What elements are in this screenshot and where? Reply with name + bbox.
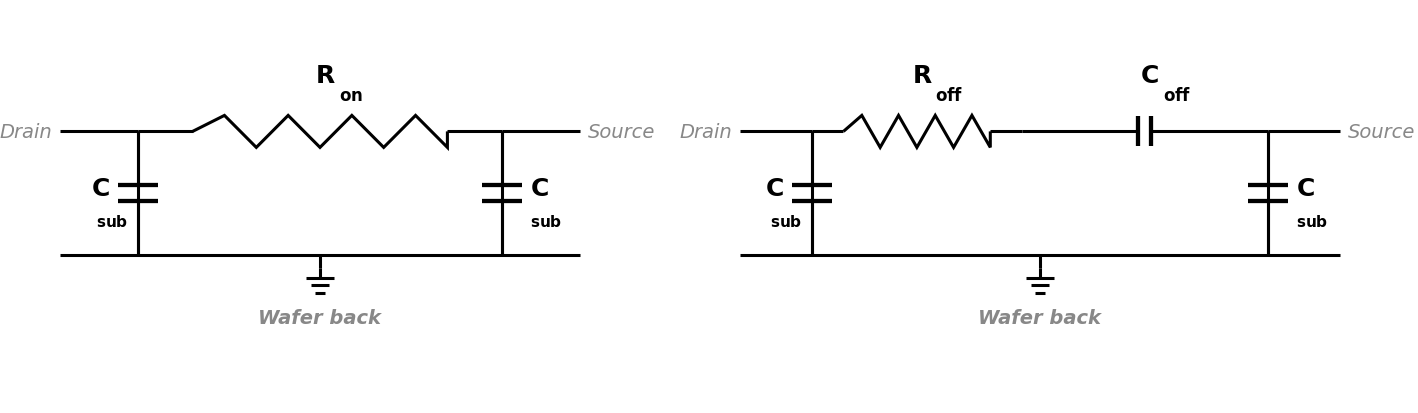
Text: $\mathbf{off}$: $\mathbf{off}$ — [934, 87, 963, 105]
Text: Source: Source — [588, 123, 655, 142]
Text: $\mathbf{R}$: $\mathbf{R}$ — [315, 64, 336, 88]
Text: $\mathbf{C}$: $\mathbf{C}$ — [1140, 64, 1159, 88]
Text: $\mathbf{sub}$: $\mathbf{sub}$ — [770, 214, 803, 230]
Text: $\mathbf{C}$: $\mathbf{C}$ — [1296, 177, 1314, 201]
Text: $\mathbf{R}$: $\mathbf{R}$ — [912, 64, 933, 88]
Text: $\mathbf{off}$: $\mathbf{off}$ — [1163, 87, 1191, 105]
Text: $\mathbf{C}$: $\mathbf{C}$ — [766, 177, 784, 201]
Text: Wafer back: Wafer back — [978, 308, 1102, 327]
Text: $\mathbf{C}$: $\mathbf{C}$ — [530, 177, 549, 201]
Text: $\mathbf{C}$: $\mathbf{C}$ — [91, 177, 111, 201]
Text: Source: Source — [1349, 123, 1415, 142]
Text: Wafer back: Wafer back — [258, 308, 381, 327]
Text: $\mathbf{sub}$: $\mathbf{sub}$ — [96, 214, 128, 230]
Text: $\mathbf{sub}$: $\mathbf{sub}$ — [530, 214, 562, 230]
Text: $\mathbf{on}$: $\mathbf{on}$ — [339, 87, 363, 105]
Text: Drain: Drain — [679, 123, 732, 142]
Text: Drain: Drain — [0, 123, 52, 142]
Text: $\mathbf{sub}$: $\mathbf{sub}$ — [1296, 214, 1329, 230]
